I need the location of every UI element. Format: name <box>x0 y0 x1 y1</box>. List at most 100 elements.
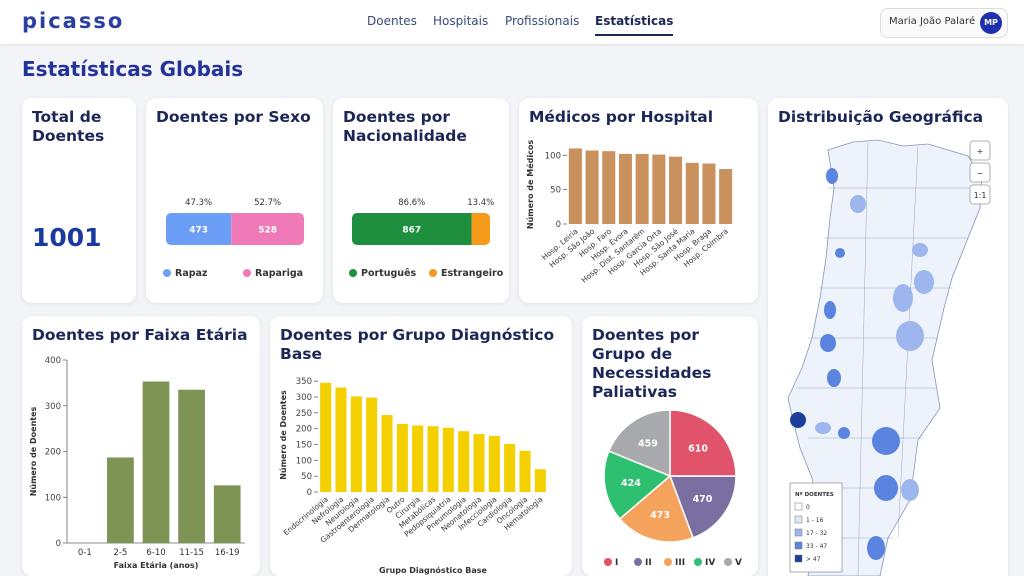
bar <box>519 450 531 492</box>
legend-label: II <box>645 558 652 568</box>
chart: 610 I 470 II 473 III 424 IV 459 V <box>603 409 742 568</box>
x-axis-title: Faixa Etária (anos) <box>114 561 199 570</box>
card: Doentes por Sexo 473 47.3% Rapaz 528 52.7% Rap… <box>146 98 323 303</box>
map-control-label[interactable]: − <box>977 169 984 178</box>
map-control[interactable] <box>969 184 991 205</box>
card: Doentes por Nacionalidade 867 86.6% Portugu… <box>333 98 509 303</box>
legend-label: Estrangeiro <box>441 268 504 279</box>
card-title: Doentes por Sexo <box>156 108 311 126</box>
value-label: 470 <box>693 494 713 505</box>
x-tick-label: 6-10 <box>146 548 165 558</box>
legend-label: III <box>675 558 685 568</box>
x-tick-label: 2-5 <box>113 548 127 558</box>
card-title: Distribuição Geográfica <box>778 108 984 126</box>
y-tick-label: 100 <box>545 151 561 161</box>
share-label: 52.7% <box>254 198 281 208</box>
bar <box>396 423 408 492</box>
bar <box>320 382 332 492</box>
bar <box>442 427 454 492</box>
kpi-value: 1001 <box>32 223 102 252</box>
bar <box>473 434 485 492</box>
y-axis-title: Número de Doentes <box>29 406 38 496</box>
bar <box>213 485 241 543</box>
choropleth-regions <box>790 168 934 560</box>
value-label: 610 <box>688 444 708 455</box>
header: picasso Doentes Hospitais Profissionais … <box>0 0 1024 44</box>
legend-label: 17 - 32 <box>806 530 827 537</box>
bar <box>458 431 470 492</box>
bar <box>427 426 439 492</box>
map-control-label[interactable]: 1:1 <box>974 191 987 200</box>
x-tick-label: 16-19 <box>215 548 240 558</box>
legend-label: Português <box>361 268 416 279</box>
bar <box>602 151 616 224</box>
nav-link[interactable]: Estatísticas <box>595 14 674 36</box>
y-tick-label: 0 <box>556 220 561 230</box>
y-tick-label: 100 <box>45 493 61 503</box>
logo[interactable]: picasso <box>22 9 125 33</box>
y-tick-label: 50 <box>301 472 312 482</box>
value-label: 473 <box>650 510 670 521</box>
bar <box>568 148 582 224</box>
bar <box>412 425 424 492</box>
share-label: 86.6% <box>398 198 425 208</box>
value-label: 528 <box>258 226 277 236</box>
map-control-label[interactable]: + <box>977 147 984 156</box>
card-title: Doentes por Grupo de Necessidades Paliat… <box>592 326 712 401</box>
nav-link[interactable]: Profissionais <box>505 14 580 28</box>
legend-swatch <box>794 515 803 524</box>
bar-segment <box>166 213 232 245</box>
value-label: 459 <box>638 439 658 450</box>
bar-segment <box>471 213 490 245</box>
bar-group <box>166 213 304 245</box>
legend-label: 0 <box>806 504 810 511</box>
card-title: Doentes por Faixa Etária <box>32 326 248 344</box>
card-title: Médicos por Hospital <box>529 108 714 126</box>
bar <box>702 163 716 224</box>
map[interactable]: + − 1:1 Nº DOENTES 0 1 - 16 17 - 32 33 - 47 > 4… <box>768 98 1008 576</box>
value-label: 473 <box>189 226 208 236</box>
bar <box>618 153 632 224</box>
value-label: 424 <box>621 478 641 489</box>
pie-slice <box>618 474 694 543</box>
bar <box>652 154 666 224</box>
legend-marker <box>604 558 612 566</box>
bar-group <box>352 213 490 245</box>
municipality-borders <box>796 141 978 576</box>
legend-label: 33 - 47 <box>806 543 827 550</box>
card: Total de Doentes 1001 <box>22 98 136 303</box>
user-menu[interactable]: Maria João Palaré MP <box>880 8 1008 38</box>
nav-link[interactable]: Doentes <box>367 14 417 28</box>
share-label: 13.4% <box>467 198 494 208</box>
legend-marker <box>634 558 642 566</box>
legend-label: V <box>735 558 742 568</box>
legend-swatch <box>794 528 803 537</box>
x-tick-label: 0-1 <box>78 548 92 558</box>
x-axis-title: Grupo Diagnóstico Base <box>379 565 488 575</box>
legend-swatch <box>794 554 803 563</box>
legend-swatch <box>794 541 803 550</box>
legend-swatch <box>794 502 803 511</box>
map-control[interactable] <box>969 140 991 161</box>
y-tick-label: 250 <box>296 409 312 419</box>
pie-slice <box>669 409 737 477</box>
bar-segment <box>231 213 304 245</box>
bar <box>635 153 649 224</box>
card: Médicos por Hospital 0 50 100 Hosp. Leiria Ho… <box>519 98 758 303</box>
y-tick-label: 150 <box>296 441 312 451</box>
nav-link[interactable]: Hospitais <box>433 14 489 28</box>
card: Doentes por Faixa Etária 0 100 200 300 400 0-1… <box>22 316 260 576</box>
card-title: Total de Doentes <box>32 108 105 145</box>
y-tick-label: 350 <box>296 377 312 387</box>
chart: 867 86.6% Português 13.4% Estrangeiro <box>349 198 504 279</box>
legend-label: > 47 <box>806 556 821 563</box>
legend-marker <box>724 558 732 566</box>
x-tick-label: 11-15 <box>179 548 204 558</box>
y-axis-title: Número de Doentes <box>279 390 288 480</box>
pie-slice <box>603 450 672 520</box>
map-control[interactable] <box>969 162 991 183</box>
card-title: Doentes por Nacionalidade <box>343 108 467 145</box>
y-tick-label: 0 <box>56 539 61 549</box>
